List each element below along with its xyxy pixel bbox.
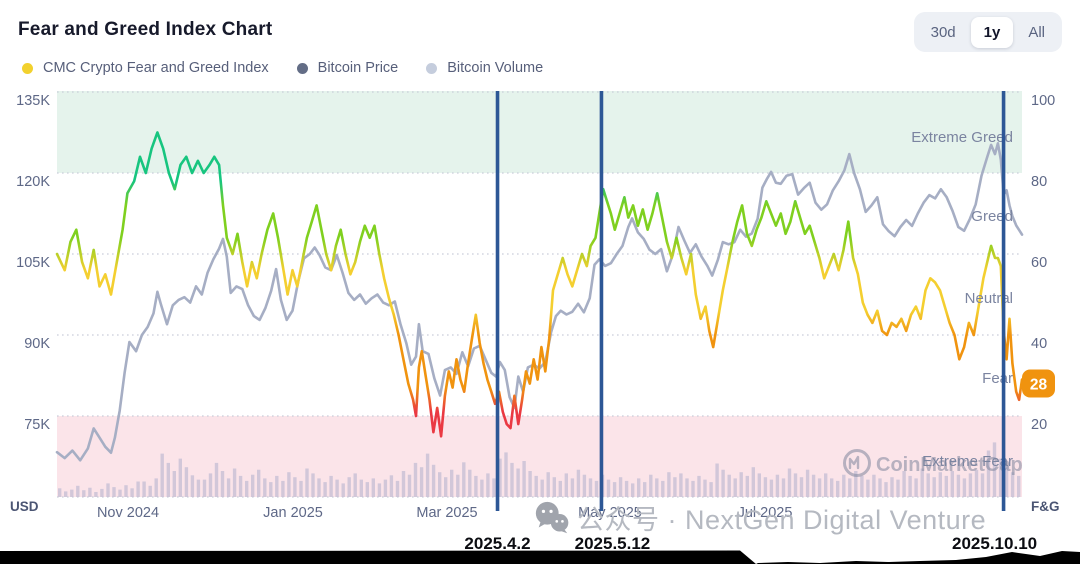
zone-label-extreme-greed: Extreme Greed bbox=[911, 129, 1013, 146]
legend-item-btc-volume[interactable]: Bitcoin Volume bbox=[426, 60, 543, 76]
y-right-tick: 100 bbox=[1031, 93, 1055, 109]
event-date-label: 2025.4.2 bbox=[464, 534, 530, 553]
y-left-tick: 135K bbox=[16, 93, 50, 109]
x-tick-jan-2025: Jan 2025 bbox=[263, 505, 323, 521]
range-button-1y[interactable]: 1y bbox=[970, 16, 1014, 48]
zone-label-fear: Fear bbox=[982, 370, 1013, 387]
y-left-tick: 105K bbox=[16, 255, 50, 271]
current-value-text: 28 bbox=[1030, 377, 1048, 394]
zone-label-greed: Greed bbox=[971, 208, 1013, 225]
coinmarketcap-watermark-text: CoinMarketCap bbox=[876, 454, 1023, 476]
current-value-badge: 28 bbox=[1022, 369, 1055, 398]
page-title: Fear and Greed Index Chart bbox=[18, 19, 273, 40]
y-right-axis-title: F&G bbox=[1031, 499, 1060, 514]
btc-volume-bars bbox=[58, 442, 1021, 497]
y-right-tick: 20 bbox=[1031, 417, 1047, 433]
legend-label: Bitcoin Volume bbox=[447, 60, 544, 76]
zone-band-extreme-greed bbox=[57, 91, 1022, 173]
x-tick-jul-2025: Jul 2025 bbox=[738, 505, 793, 521]
x-tick-may-2025: May 2025 bbox=[578, 505, 642, 521]
y-left-tick: 75K bbox=[24, 417, 50, 433]
x-tick-nov-2024: Nov 2024 bbox=[97, 505, 159, 521]
zone-label-neutral: Neutral bbox=[965, 290, 1013, 307]
legend-label: Bitcoin Price bbox=[317, 60, 399, 76]
y-left-tick: 90K bbox=[24, 336, 50, 352]
zone-label-extreme-fear: Extreme Fear bbox=[922, 453, 1013, 470]
range-switcher: 30d 1y All bbox=[913, 12, 1062, 52]
fng-series-dot-icon bbox=[22, 62, 33, 74]
y-left-axis-title: USD bbox=[10, 499, 39, 514]
coinmarketcap-watermark: CoinMarketCap bbox=[843, 449, 1023, 477]
legend-item-btc-price[interactable]: Bitcoin Price bbox=[296, 60, 399, 76]
range-button-30d[interactable]: 30d bbox=[918, 17, 969, 48]
btc-volume-series-dot-icon bbox=[426, 62, 438, 74]
btc-price-line bbox=[55, 142, 1024, 462]
y-left-tick: 120K bbox=[16, 174, 50, 190]
legend-item-fng[interactable]: CMC Crypto Fear and Greed Index bbox=[22, 60, 269, 76]
y-right-tick: 80 bbox=[1031, 174, 1047, 190]
btc-price-series-dot-icon bbox=[296, 62, 308, 74]
chart-legend: CMC Crypto Fear and Greed Index Bitcoin … bbox=[22, 60, 543, 76]
legend-label: CMC Crypto Fear and Greed Index bbox=[43, 60, 269, 76]
range-button-all[interactable]: All bbox=[1015, 17, 1058, 48]
fear-greed-line bbox=[55, 131, 1024, 438]
event-date-label: 2025.5.12 bbox=[575, 534, 651, 553]
x-tick-mar-2025: Mar 2025 bbox=[416, 505, 477, 521]
y-right-tick: 40 bbox=[1031, 336, 1047, 352]
event-date-label: 2025.10.10 bbox=[952, 534, 1037, 553]
y-right-tick: 60 bbox=[1031, 255, 1047, 271]
